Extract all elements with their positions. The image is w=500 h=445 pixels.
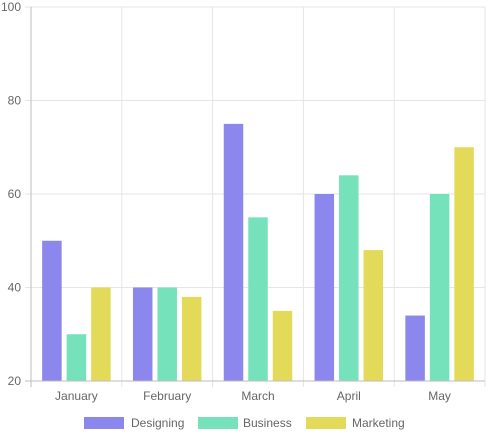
bars [42, 123, 474, 381]
x-tick-label: May [428, 389, 451, 403]
legend-swatch [198, 417, 238, 429]
bar-business-february [157, 287, 177, 381]
y-tick-label: 100 [1, 0, 21, 14]
legend-label: Business [243, 416, 292, 430]
legend-swatch [84, 417, 124, 429]
bar-marketing-april [363, 250, 384, 381]
axes: 20 40 60 80 100 January February March April May [1, 0, 485, 403]
legend-item-business[interactable]: Business [198, 416, 292, 430]
bar-business-march [248, 217, 268, 381]
x-tick-label: January [55, 389, 98, 403]
x-tick-label: April [337, 389, 361, 403]
bar-designing-february [132, 287, 153, 381]
bar-business-april [339, 175, 359, 381]
bar-marketing-january [91, 287, 111, 381]
legend-label: Marketing [352, 416, 405, 430]
x-tick-label: March [241, 389, 274, 403]
legend-label: Designing [131, 416, 184, 430]
bar-business-may [429, 194, 450, 381]
legend-item-designing[interactable]: Designing [84, 416, 184, 430]
legend[interactable]: Designing Business Marketing [84, 416, 405, 430]
y-tick-label: 40 [8, 281, 22, 295]
bar-designing-march [223, 123, 244, 381]
legend-swatch [306, 417, 346, 429]
bar-marketing-march [272, 310, 293, 381]
bar-designing-april [314, 194, 335, 381]
y-tick-label: 20 [8, 374, 22, 388]
y-tick-label: 80 [8, 94, 22, 108]
bar-marketing-february [181, 296, 202, 381]
bar-designing-january [42, 240, 62, 381]
bar-designing-may [405, 315, 425, 381]
x-tick-label: February [143, 389, 191, 403]
bar-marketing-may [454, 147, 474, 381]
legend-item-marketing[interactable]: Marketing [306, 416, 405, 430]
y-tick-label: 60 [8, 187, 22, 201]
bar-business-january [66, 334, 87, 381]
